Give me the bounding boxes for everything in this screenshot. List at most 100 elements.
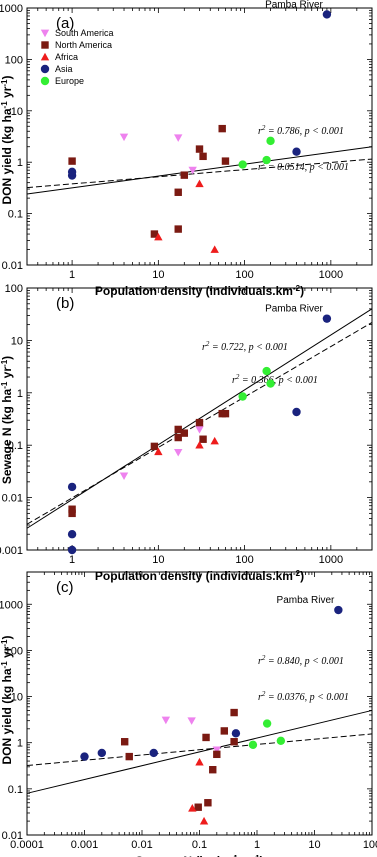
data-point	[174, 134, 183, 142]
pamba-river-label: Pamba River	[265, 0, 323, 10]
data-point	[174, 449, 183, 457]
data-point	[150, 230, 159, 238]
series-north-america	[120, 708, 238, 811]
series-asia	[67, 314, 332, 555]
fit-annotation: r2 = 0.840, p < 0.001	[258, 654, 344, 667]
x-tick-label: 0.01	[131, 839, 152, 851]
data-point	[67, 167, 77, 177]
legend-marker	[41, 41, 49, 49]
data-point	[209, 766, 217, 774]
data-point	[262, 366, 271, 376]
x-tick-label: 1	[69, 554, 75, 566]
data-point	[68, 157, 76, 165]
series-asia	[67, 10, 332, 180]
data-point	[150, 442, 159, 451]
data-point	[174, 225, 182, 233]
legend-label: Europe	[55, 76, 84, 86]
fit-line-solid	[26, 146, 373, 195]
series-south-america	[161, 716, 222, 755]
data-point	[231, 729, 241, 738]
data-point	[213, 750, 221, 759]
data-point	[154, 447, 163, 456]
series-europe	[248, 719, 286, 750]
data-point	[199, 435, 207, 443]
data-point	[195, 179, 204, 188]
data-point	[218, 124, 226, 133]
data-point	[266, 379, 275, 388]
data-point	[334, 605, 343, 615]
y-tick-label: 0.1	[8, 209, 23, 221]
y-axis-title: DON yield (kg ha-1 yr-1)	[0, 636, 14, 765]
data-point	[180, 429, 189, 437]
data-point	[67, 530, 77, 539]
y-tick-label: 100	[5, 645, 23, 657]
data-point	[276, 736, 286, 745]
data-point	[230, 738, 238, 746]
y-tick-label: 1000	[0, 3, 23, 15]
data-point	[188, 166, 197, 175]
fit-line-dashed	[26, 158, 373, 189]
data-point	[161, 716, 171, 725]
legend-label: Africa	[55, 52, 78, 62]
x-tick-label: 100	[363, 839, 377, 851]
x-tick-label: 1000	[319, 554, 343, 566]
y-tick-label: 100	[5, 54, 23, 66]
fit-line-solid	[26, 308, 373, 529]
data-point	[174, 425, 182, 434]
series-north-america	[68, 409, 230, 518]
y-tick-label: 0.1	[8, 440, 23, 452]
legend-label: North America	[55, 40, 112, 50]
fit-annotation: r2 = 0.0514, p < 0.001	[258, 160, 349, 173]
x-tick-label: 0.0001	[10, 839, 44, 851]
legend-marker	[40, 64, 50, 74]
data-point	[119, 472, 129, 481]
y-tick-label: 0.1	[8, 784, 23, 796]
data-point	[68, 505, 76, 513]
data-point	[238, 160, 247, 169]
legend-label: South America	[55, 28, 114, 38]
y-tick-label: 10	[11, 692, 23, 704]
data-point	[212, 746, 222, 755]
data-point	[188, 804, 197, 812]
data-point	[195, 441, 204, 449]
x-tick-label: 0.001	[71, 839, 99, 851]
data-point	[221, 409, 230, 418]
panel-label: (c)	[56, 579, 74, 596]
x-tick-label: 1000	[319, 269, 343, 281]
y-tick-label: 10	[11, 335, 23, 347]
y-axis-title: DON yield (kg ha-1 yr-1)	[0, 76, 14, 205]
data-point	[230, 708, 238, 717]
data-point	[195, 145, 204, 153]
y-tick-label: 1000	[0, 599, 23, 611]
data-point	[292, 407, 301, 417]
legend-marker	[40, 76, 50, 86]
y-tick-label: 0.01	[2, 493, 23, 505]
x-axis-title: Sewage N (kg ha-1 yr-1)	[135, 854, 263, 857]
x-tick-label: 10	[308, 839, 320, 851]
series-europe	[238, 136, 275, 169]
data-point	[262, 719, 272, 728]
plot-frame	[26, 571, 373, 836]
data-point	[125, 752, 133, 761]
data-point	[220, 727, 229, 735]
x-tick-label: 100	[235, 269, 253, 281]
data-point	[195, 418, 204, 427]
data-point	[199, 152, 207, 161]
fit-line-solid	[26, 709, 373, 794]
data-point	[174, 433, 182, 442]
data-point	[180, 171, 189, 179]
data-point	[262, 155, 271, 165]
series-north-america	[68, 124, 230, 238]
x-tick-label: 1	[69, 269, 75, 281]
x-tick-label: 10	[152, 269, 164, 281]
y-axis-title: Sewage N (kg ha-1 yr-1)	[0, 356, 14, 484]
series-south-america	[119, 133, 197, 175]
data-point	[120, 738, 129, 746]
pamba-river-label: Pamba River	[277, 595, 335, 606]
series-africa	[188, 757, 209, 825]
y-tick-label: 0.001	[0, 545, 23, 557]
data-point	[292, 147, 301, 156]
